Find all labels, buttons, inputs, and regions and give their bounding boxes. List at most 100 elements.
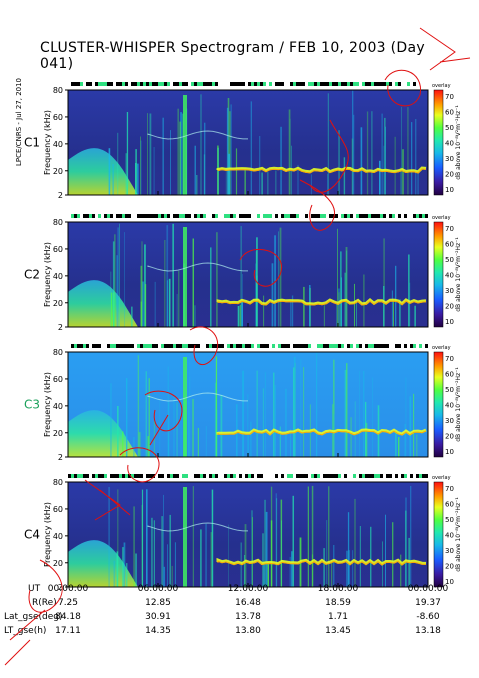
colorbar-tick: 10 <box>445 318 454 326</box>
colorbar-tick: 20 <box>445 563 454 571</box>
status-bar <box>68 474 428 478</box>
x-tick-label: 18:00:00 <box>318 584 359 594</box>
colorbar-tick: 60 <box>445 501 454 509</box>
orbit-row-label: Lat_gse(deg) <box>4 612 62 622</box>
colorbar-tick: 40 <box>445 532 454 540</box>
orbit-value: 84.18 <box>55 612 81 622</box>
y-tick-label: 60 <box>53 505 63 514</box>
colorbar-tick: 60 <box>445 241 454 249</box>
colorbar-tick: 10 <box>445 448 454 456</box>
colorbar-label: dB above 10⁻⁸V²m⁻²Hz⁻¹ <box>455 497 462 572</box>
y-tick-label: 40 <box>53 272 63 281</box>
orbit-value: 12.85 <box>145 598 171 608</box>
status-bar <box>68 344 428 348</box>
x-tick-label: 06:00:00 <box>138 584 179 594</box>
colorbar-tick: 10 <box>445 578 454 586</box>
colorbar-tick: 30 <box>445 547 454 555</box>
y-axis: 80 60 40 20 2 Frequency (kHz) <box>43 218 68 332</box>
spacecraft-label: C2 <box>24 268 40 282</box>
colorbar-tick: 70 <box>445 485 454 493</box>
spacecraft-label: C4 <box>24 528 40 542</box>
spacecraft-label: C3 <box>24 398 40 412</box>
orbit-row: Lat_gse(deg)84.18 30.91 13.78 1.71 -8.60 <box>4 612 440 622</box>
colorbar-tick: 20 <box>445 171 454 179</box>
orbit-row: UT 00:00:00 06:00:00 12:00:00 18:00:00 00:00:… <box>28 584 448 594</box>
colorbar-top-label: overlay <box>432 475 451 481</box>
orbit-row: R(Re) 7.25 12.85 16.48 18.59 19.37 <box>32 598 441 608</box>
colorbar-tick: 60 <box>445 371 454 379</box>
colorbar-label: dB above 10⁻⁸V²m⁻²Hz⁻¹ <box>455 367 462 442</box>
spectrogram-background <box>68 222 428 327</box>
colorbar-tick: 30 <box>445 417 454 425</box>
orbit-value: 14.35 <box>145 626 171 636</box>
y-tick-label: 80 <box>53 478 63 487</box>
colorbar-top-label: overlay <box>432 83 451 89</box>
y-tick-label: 20 <box>53 167 63 176</box>
panel-c2: 80 60 40 20 2 Frequency (kHz)C2 overlay 70 60 50 4… <box>24 214 462 332</box>
red-scribble-annotations <box>4 27 471 666</box>
y-axis-label: Frequency (kHz) <box>43 110 52 175</box>
chart-title: CLUSTER-WHISPER Spectrogram / FEB 10, 20… <box>40 40 425 72</box>
spectral-features <box>68 223 427 327</box>
status-bar <box>68 214 428 218</box>
y-axis-label: Frequency (kHz) <box>43 242 52 307</box>
panel-c4: 80 60 40 20 2 Frequency (kHz)C4 overlay 70 60 50 4… <box>24 474 462 592</box>
colorbar-scale <box>433 221 444 328</box>
colorbar-tick: 10 <box>445 186 454 194</box>
y-tick-label: 60 <box>53 375 63 384</box>
orbit-row-label: LT_gse(h) <box>4 626 46 636</box>
colorbar-tick: 30 <box>445 287 454 295</box>
orbit-value: 17.11 <box>55 626 81 636</box>
colorbar-tick: 50 <box>445 516 454 524</box>
orbit-value: 13.45 <box>325 626 351 636</box>
y-axis: 80 60 40 20 2 Frequency (kHz) <box>43 86 68 200</box>
colorbar-tick: 40 <box>445 140 454 148</box>
y-tick-label: 80 <box>53 86 63 95</box>
spectral-features <box>68 353 427 457</box>
y-tick-label: 20 <box>53 559 63 568</box>
colorbar-scale <box>433 89 444 196</box>
colorbar-tick: 50 <box>445 386 454 394</box>
y-tick-label: 40 <box>53 140 63 149</box>
orbit-value: 30.91 <box>145 612 171 622</box>
y-tick-label: 60 <box>53 113 63 122</box>
y-tick-label: 2 <box>58 583 63 592</box>
colorbar-tick: 60 <box>445 109 454 117</box>
y-tick-label: 20 <box>53 299 63 308</box>
orbit-row: LT_gse(h) 17.11 14.35 13.80 13.45 13.18 <box>4 626 441 636</box>
y-tick-label: 40 <box>53 402 63 411</box>
orbit-value: 16.48 <box>235 598 261 608</box>
colorbar-tick: 50 <box>445 256 454 264</box>
colorbar-label: dB above 10⁻⁸V²m⁻²Hz⁻¹ <box>455 105 462 180</box>
y-tick-label: 60 <box>53 245 63 254</box>
x-tick-label: 12:00:00 <box>228 584 269 594</box>
orbit-value: 7.25 <box>58 598 78 608</box>
colorbar-tick: 70 <box>445 93 454 101</box>
colorbar-tick: 20 <box>445 433 454 441</box>
y-tick-label: 40 <box>53 532 63 541</box>
colorbar-tick: 70 <box>445 225 454 233</box>
y-tick-label: 80 <box>53 218 63 227</box>
colorbar-tick: 50 <box>445 124 454 132</box>
panel-c1: 80 60 40 20 2 Frequency (kHz)C1 overlay 70 60 50 4… <box>24 82 462 200</box>
spectrogram-background <box>68 352 428 457</box>
spectral-features <box>68 485 427 587</box>
y-axis: 80 60 40 20 2 Frequency (kHz) <box>43 348 68 462</box>
y-axis-label: Frequency (kHz) <box>43 372 52 437</box>
colorbar-scale <box>433 351 444 458</box>
spectral-features <box>68 90 427 195</box>
panel-c3: 80 60 40 20 2 Frequency (kHz)C3 overlay 70 60 50 4… <box>24 344 462 462</box>
orbit-row-label: R(Re) <box>32 598 57 608</box>
spacecraft-label: C1 <box>24 136 40 150</box>
status-bar <box>68 82 428 86</box>
y-tick-label: 2 <box>58 323 63 332</box>
orbit-row-label: UT <box>28 584 41 594</box>
y-tick-label: 20 <box>53 429 63 438</box>
y-axis-label: Frequency (kHz) <box>43 502 52 567</box>
orbit-value: -8.60 <box>416 612 440 622</box>
